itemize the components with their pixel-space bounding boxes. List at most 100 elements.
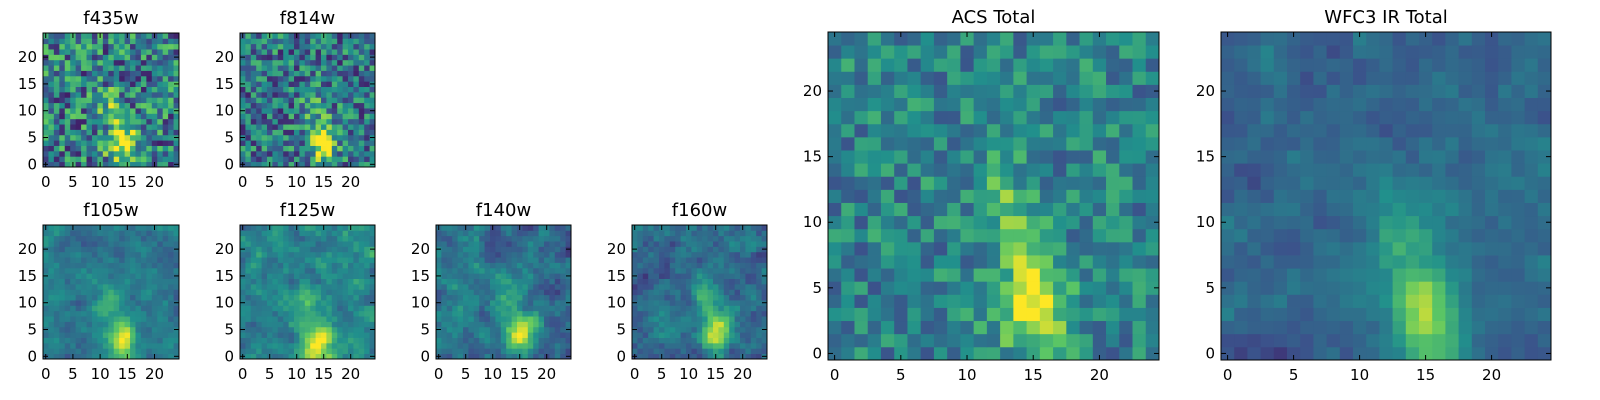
heatmap-cell <box>245 33 252 39</box>
heatmap-cell <box>97 129 104 136</box>
heatmap-cell <box>53 161 60 168</box>
heatmap-cell <box>288 267 295 274</box>
heatmap-cell <box>261 257 268 263</box>
heatmap-cell <box>113 33 120 39</box>
heatmap-cell <box>310 241 316 247</box>
heatmap-cell <box>500 353 507 360</box>
heatmap-cell <box>59 342 66 349</box>
heatmap-cell <box>277 289 284 296</box>
heatmap-cell <box>828 110 842 125</box>
heatmap-cell <box>135 118 142 125</box>
heatmap-cell <box>1339 294 1354 308</box>
heatmap-cell <box>304 321 311 328</box>
heatmap-cell <box>894 228 908 243</box>
heatmap-cell <box>506 262 512 269</box>
heatmap-cell <box>1119 32 1133 46</box>
heatmap-cell <box>173 262 180 269</box>
heatmap-cell <box>1366 268 1380 282</box>
heatmap-cell <box>1145 71 1160 85</box>
heatmap-cell <box>283 113 289 120</box>
heatmap-cell <box>53 246 60 253</box>
heatmap-cell <box>261 300 268 306</box>
heatmap-cell <box>544 251 550 258</box>
heatmap-cell <box>756 310 762 317</box>
heatmap-cell <box>907 176 922 190</box>
heatmap-cell <box>920 241 935 256</box>
heatmap-cell <box>1339 320 1354 335</box>
heatmap-cell <box>907 71 922 85</box>
heatmap-cell <box>854 189 869 203</box>
heatmap-cell <box>261 262 268 269</box>
heatmap-cell <box>1471 346 1486 361</box>
heatmap-cell <box>441 278 448 285</box>
heatmap-cell <box>102 262 109 269</box>
heatmap-cell <box>920 84 935 98</box>
heatmap-cell <box>124 305 131 312</box>
heatmap-cell <box>102 38 109 45</box>
heatmap-cell <box>315 38 322 45</box>
heatmap-cell <box>511 300 518 306</box>
heatmap-cell <box>272 273 279 279</box>
heatmap-cell <box>1432 281 1446 295</box>
heatmap-cell <box>70 348 77 355</box>
heatmap-cell <box>358 108 365 114</box>
heatmap-cell <box>740 273 746 279</box>
heatmap-cell <box>745 278 752 285</box>
heatmap-cell <box>1039 294 1054 308</box>
heatmap-cell <box>256 43 262 50</box>
heatmap-cell <box>124 262 131 269</box>
heatmap-cell <box>81 283 87 290</box>
heatmap-cell <box>973 255 988 269</box>
heatmap-cell <box>713 251 719 258</box>
heatmap-cell <box>358 294 365 301</box>
heatmap-cell <box>533 230 539 237</box>
heatmap-cell <box>168 294 174 301</box>
heatmap-cell <box>97 294 104 301</box>
heatmap-cell <box>648 310 654 317</box>
heatmap-cell <box>283 353 289 360</box>
heatmap-cell <box>310 332 316 338</box>
heatmap-cell <box>48 38 55 45</box>
heatmap-cell <box>1537 215 1552 230</box>
heatmap-cell <box>364 33 370 39</box>
heatmap-cell <box>261 278 268 285</box>
heatmap-cell <box>947 202 961 217</box>
heatmap-cell <box>707 310 714 317</box>
heatmap-cell <box>468 241 475 247</box>
heatmap-cell <box>457 332 464 338</box>
heatmap-cell <box>653 262 660 269</box>
heatmap-cell <box>48 321 55 328</box>
heatmap-cell <box>348 348 354 355</box>
heatmap-cell <box>549 273 556 279</box>
heatmap-cell <box>933 228 948 243</box>
heatmap-cell <box>973 136 988 151</box>
heatmap-cell <box>86 70 93 77</box>
heatmap-cell <box>1273 333 1288 348</box>
heatmap-cell <box>933 45 948 59</box>
heatmap-cell <box>299 113 306 120</box>
heatmap-cell <box>1119 97 1133 112</box>
heatmap-cell <box>506 257 512 263</box>
heatmap-cell <box>267 283 273 290</box>
heatmap-cell <box>506 337 512 344</box>
heatmap-cell <box>1013 150 1027 164</box>
heatmap-cell <box>250 150 257 157</box>
heatmap-cell <box>272 267 279 274</box>
heatmap-cell <box>1366 176 1380 190</box>
heatmap-cell <box>130 273 136 279</box>
heatmap-cell <box>369 235 376 242</box>
heatmap-cell <box>53 251 60 258</box>
heatmap-cell <box>734 294 741 301</box>
heatmap-cell <box>108 225 115 231</box>
heatmap-cell <box>53 43 60 50</box>
heatmap-cell <box>337 49 343 55</box>
heatmap-cell <box>734 337 741 344</box>
heatmap-cell <box>299 353 306 360</box>
heatmap-cell <box>342 305 349 312</box>
heatmap-cell <box>310 161 316 168</box>
heatmap-cell <box>533 251 539 258</box>
heatmap-cell <box>70 310 77 317</box>
heatmap-cell <box>146 134 153 141</box>
heatmap-cell <box>538 300 545 306</box>
